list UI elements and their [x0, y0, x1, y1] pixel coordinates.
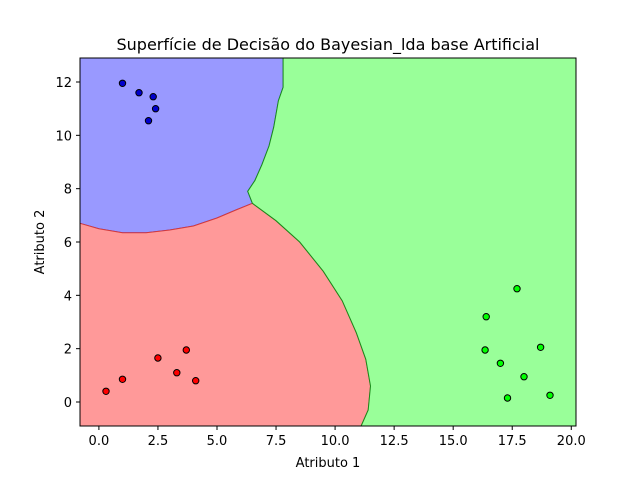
x-tick-label: 0.0: [89, 434, 110, 449]
x-axis-ticks: 0.0 2.5 5.0 7.5 10.0 12.5 15.0 17.5 20.0: [89, 426, 586, 449]
x-tick-label: 12.5: [380, 434, 409, 449]
x-tick-label: 17.5: [498, 434, 527, 449]
y-tick-label: 2: [64, 343, 72, 358]
y-tick-label: 8: [64, 183, 72, 198]
x-tick-label: 5.0: [207, 434, 228, 449]
y-axis-ticks: 0 2 4 6 8 10 12: [55, 76, 80, 411]
data-point-series-2: [182, 346, 191, 354]
data-point-series-3: [482, 313, 490, 321]
data-point-series-3: [513, 285, 521, 293]
data-point-series-1: [135, 89, 143, 97]
data-point-series-3: [481, 346, 489, 354]
plot-area: [79, 57, 577, 427]
data-point-series-3: [520, 373, 528, 381]
data-point-series-3: [503, 394, 512, 402]
x-axis-label: Atributo 1: [296, 456, 361, 471]
data-point-series-2: [102, 387, 110, 395]
y-tick-label: 0: [64, 396, 72, 411]
data-point-series-1: [144, 117, 153, 125]
data-point-series-2: [192, 377, 200, 385]
x-tick-label: 10.0: [321, 434, 350, 449]
chart-title: Superfície de Decisão do Bayesian_lda ba…: [116, 35, 539, 55]
decision-regions: [79, 57, 577, 427]
y-tick-label: 10: [55, 129, 72, 144]
y-tick-label: 12: [55, 76, 72, 91]
data-point-series-1: [118, 79, 127, 88]
data-point-series-2: [118, 375, 127, 383]
data-point-series-1: [151, 105, 160, 113]
data-points: [102, 79, 554, 402]
x-tick-label: 2.5: [148, 434, 169, 449]
x-tick-label: 15.0: [439, 434, 468, 449]
x-tick-label: 20.0: [557, 434, 586, 449]
y-tick-label: 4: [64, 289, 72, 304]
data-point-series-2: [154, 354, 162, 362]
y-tick-label: 6: [64, 236, 72, 251]
data-point-series-3: [546, 391, 554, 399]
y-axis-label: Atributo 2: [33, 210, 48, 275]
x-tick-label: 7.5: [266, 434, 287, 449]
data-point-series-3: [496, 359, 505, 367]
data-point-series-1: [149, 93, 157, 101]
data-point-series-3: [536, 343, 545, 351]
decision-region-3: [247, 57, 577, 427]
data-point-series-2: [173, 369, 181, 377]
